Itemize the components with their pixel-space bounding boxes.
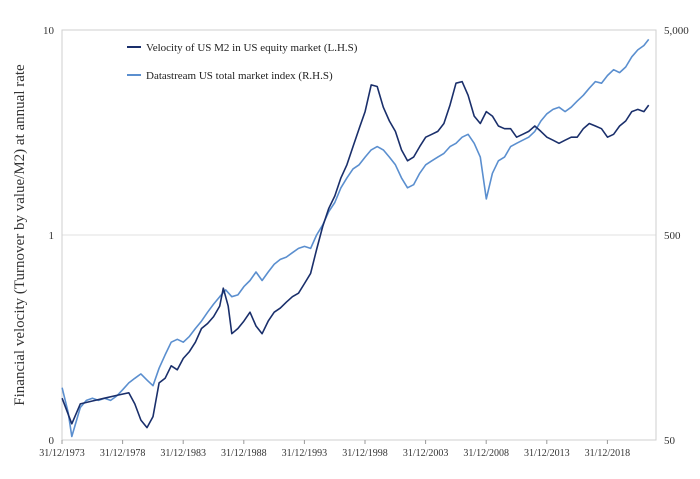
- x-tick-label-2: 31/12/1983: [160, 448, 206, 459]
- plot-frame: [61, 29, 657, 441]
- x-tick-label-8: 31/12/2013: [524, 448, 570, 459]
- y-right-tick-label-0: 5,000: [664, 25, 689, 37]
- x-tick-label-0: 31/12/1973: [39, 448, 85, 459]
- x-tick-label-3: 31/12/1988: [221, 448, 267, 459]
- legend-label-velocity: Velocity of US M2 in US equity market (L…: [146, 42, 358, 54]
- legend: Velocity of US M2 in US equity market (L…: [127, 42, 358, 82]
- x-axis: 31/12/1973 31/12/1978 31/12/1983 31/12/1988…: [39, 440, 630, 459]
- y-axis-title: Financial velocity (Turnover by value/M2…: [12, 64, 28, 406]
- y-left-tick-label-2: 0: [49, 435, 55, 447]
- right-axis: 5,000 500 50: [664, 25, 689, 447]
- x-tick-label-9: 31/12/2018: [585, 448, 631, 459]
- x-tick-label-4: 31/12/1993: [282, 448, 328, 459]
- series-layer: [61, 38, 650, 438]
- series-line-velocity: [61, 80, 650, 429]
- gridlines: [62, 29, 656, 441]
- x-tick-label-1: 31/12/1978: [100, 448, 146, 459]
- x-tick-label-7: 31/12/2008: [463, 448, 509, 459]
- series-line-index: [61, 38, 650, 438]
- y-left-tick-label-1: 1: [49, 230, 55, 242]
- x-tick-label-5: 31/12/1998: [342, 448, 388, 459]
- y-right-tick-label-2: 50: [664, 435, 676, 447]
- legend-label-index: Datastream US total market index (R.H.S): [146, 70, 333, 82]
- y-right-tick-label-1: 500: [664, 230, 681, 242]
- y-left-tick-label-0: 10: [43, 25, 55, 37]
- x-tick-label-6: 31/12/2003: [403, 448, 449, 459]
